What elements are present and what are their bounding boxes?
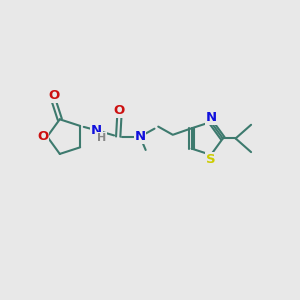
Text: O: O (114, 104, 125, 117)
Text: O: O (49, 89, 60, 102)
Text: N: N (91, 124, 102, 137)
Text: O: O (37, 130, 49, 143)
Text: H: H (97, 133, 106, 143)
Text: S: S (206, 153, 216, 166)
Text: N: N (134, 130, 146, 143)
Text: N: N (206, 111, 217, 124)
